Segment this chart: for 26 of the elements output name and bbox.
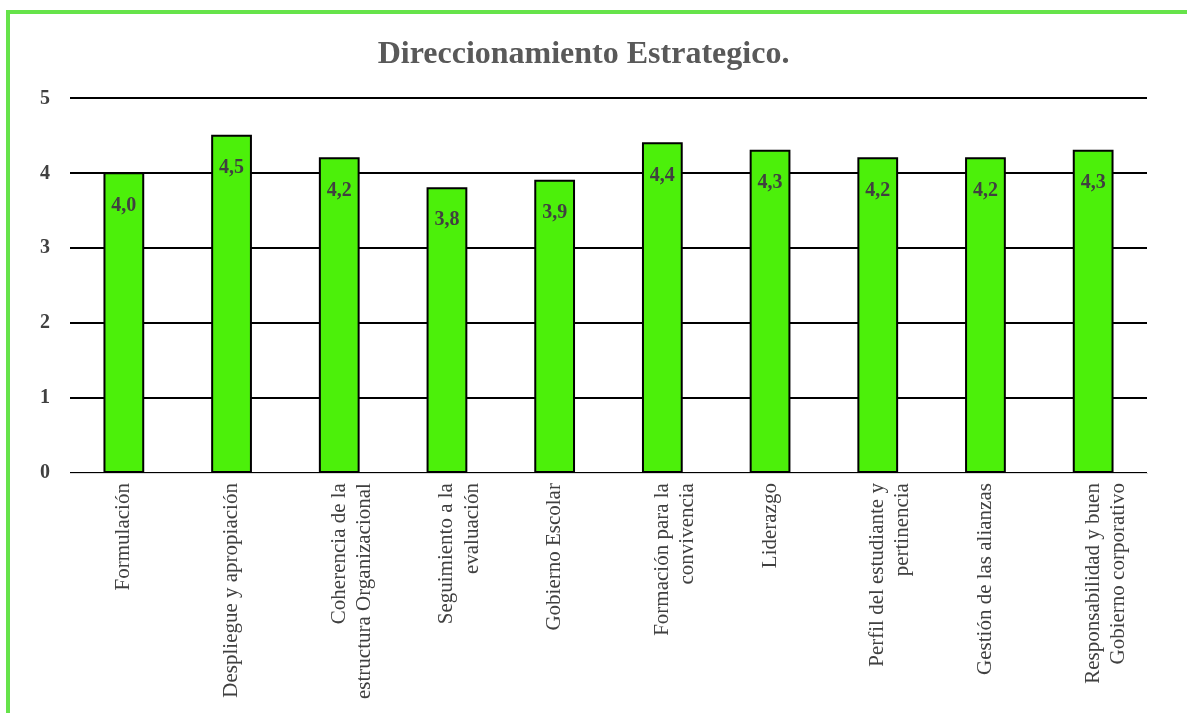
y-tick-label: 5 (40, 85, 50, 108)
x-tick-label: Despliegue y apropiación (218, 482, 243, 698)
data-label: 3,9 (542, 200, 568, 222)
x-tick-label: Liderazgo (756, 483, 781, 569)
data-label: 4,0 (111, 192, 137, 215)
y-tick-label: 2 (40, 310, 50, 333)
chart-title: Direccionamiento Estrategico. (377, 34, 790, 71)
x-tick-label: Gestión de las alianzas (971, 483, 996, 675)
y-tick-label: 0 (40, 460, 50, 483)
x-tick-label: Gobierno Escolar (541, 483, 566, 631)
y-tick-label: 3 (40, 235, 50, 258)
data-label: 4,2 (972, 177, 998, 200)
y-tick-label: 1 (40, 385, 50, 408)
y-tick-label: 4 (40, 160, 50, 183)
data-label: 4,3 (757, 170, 783, 193)
data-label: 4,4 (649, 162, 675, 185)
x-tick-label: Responsabilidad y buen Gobierno corporativo (1079, 482, 1129, 684)
data-label: 4,5 (219, 155, 245, 178)
data-label: 3,8 (434, 207, 460, 230)
data-label: 4,3 (1080, 170, 1106, 193)
data-label: 4,2 (326, 177, 352, 200)
x-tick-label: Perfil del estudiante y pertinencia (864, 482, 914, 667)
data-label: 4,2 (865, 177, 891, 200)
x-tick-label: Coherencia de la estructura Organizacional (325, 482, 375, 700)
x-tick-label: Formación para la convivencia (648, 482, 699, 636)
x-tick-label: Formulación (110, 482, 135, 591)
